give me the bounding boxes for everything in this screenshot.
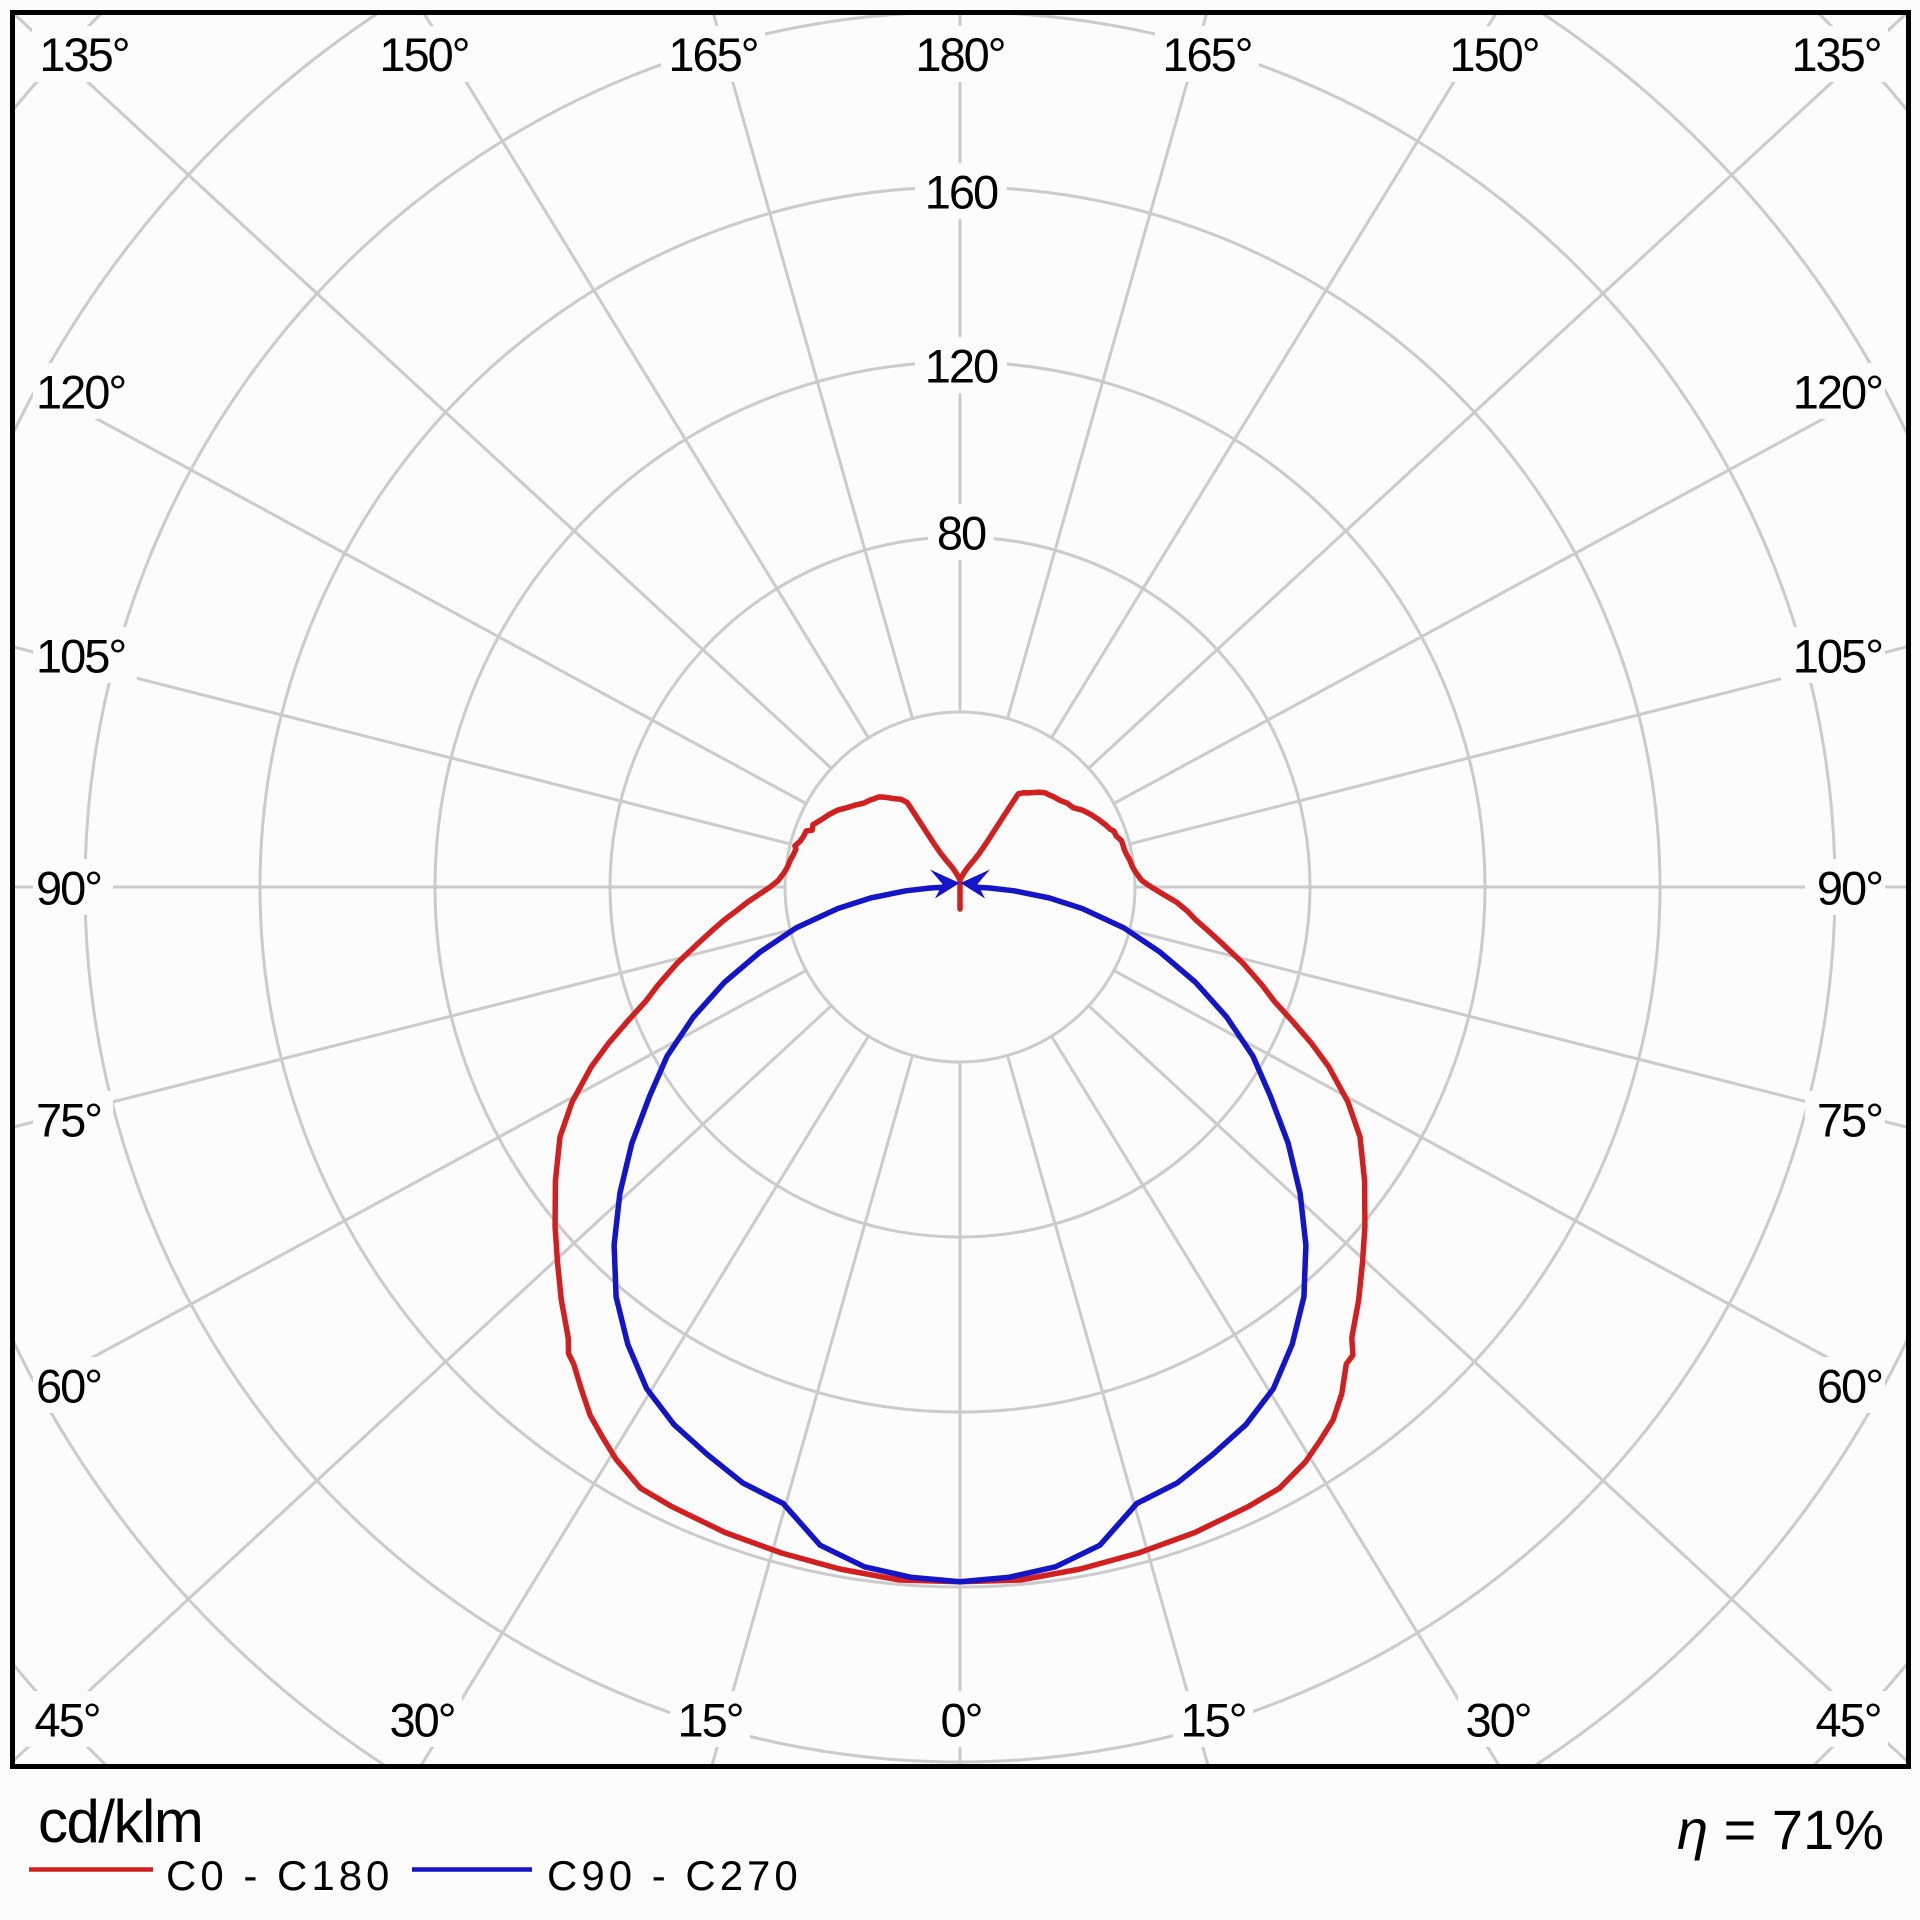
svg-text:120°: 120° [1793,366,1882,419]
svg-text:η = 71%: η = 71% [1677,1798,1884,1861]
svg-text:80: 80 [937,507,986,560]
svg-text:120: 120 [925,340,998,393]
svg-text:105°: 105° [1793,630,1882,683]
svg-text:C0 - C180: C0 - C180 [166,1852,393,1899]
svg-text:75°: 75° [36,1094,101,1147]
svg-text:60°: 60° [1817,1360,1882,1413]
svg-text:160: 160 [925,166,998,219]
svg-text:105°: 105° [36,630,125,683]
svg-text:0°: 0° [941,1694,982,1747]
svg-text:165°: 165° [1162,28,1251,81]
svg-text:45°: 45° [1815,1694,1880,1747]
svg-text:150°: 150° [1449,28,1538,81]
svg-text:180°: 180° [915,28,1004,81]
svg-text:45°: 45° [34,1694,99,1747]
svg-text:75°: 75° [1817,1094,1882,1147]
svg-text:150°: 150° [379,28,468,81]
svg-text:C90 - C270: C90 - C270 [547,1852,802,1899]
svg-text:135°: 135° [39,28,128,81]
svg-text:30°: 30° [1465,1694,1530,1747]
svg-text:90°: 90° [36,862,101,915]
svg-text:165°: 165° [668,28,757,81]
svg-text:15°: 15° [1180,1694,1245,1747]
svg-text:cd/klm: cd/klm [38,1788,202,1855]
svg-text:135°: 135° [1791,28,1880,81]
svg-text:120°: 120° [36,366,125,419]
svg-text:15°: 15° [677,1694,742,1747]
svg-text:30°: 30° [389,1694,454,1747]
svg-text:60°: 60° [36,1360,101,1413]
svg-text:90°: 90° [1817,862,1882,915]
